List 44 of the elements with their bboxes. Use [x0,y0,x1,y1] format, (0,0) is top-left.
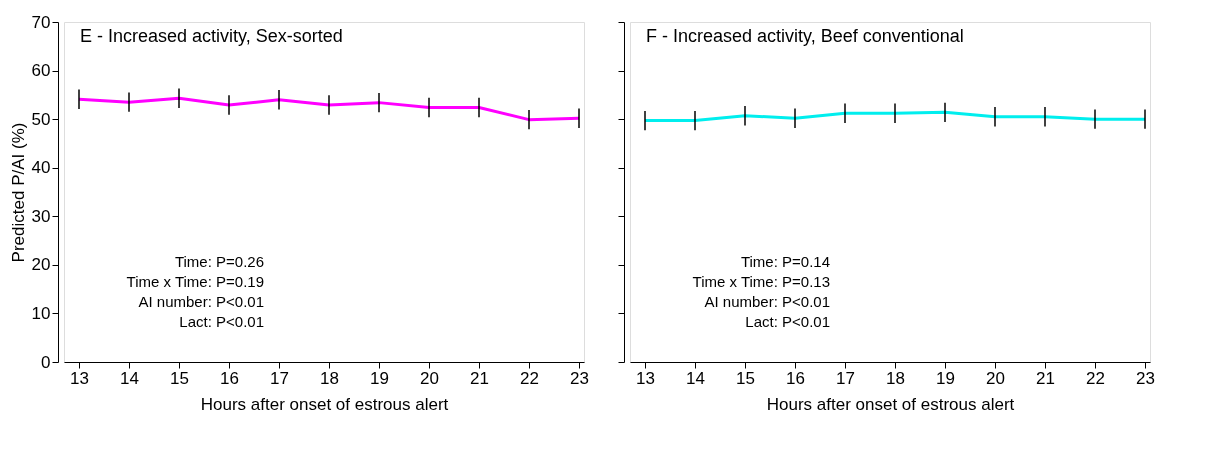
line-series [77,96,581,122]
x-tick-label: 19 [370,368,389,388]
y-tick-label: 70 [31,12,51,32]
annotation: AI number: P<0.01 [704,293,830,310]
chart-title: F - Increased activity, Beef conventional [646,26,964,46]
x-tick-label: 14 [686,368,705,388]
x-tick-label: 15 [170,368,189,388]
x-tick-label: 19 [936,368,955,388]
annotation: AI number: P<0.01 [138,293,264,310]
x-tick-label: 22 [1086,368,1105,388]
y-tick-label: 0 [41,352,51,372]
x-tick-label: 20 [420,368,439,388]
annotation: Lact: P<0.01 [745,313,830,330]
annotation: Time: P=0.14 [740,253,830,270]
x-tick-label: 20 [986,368,1005,388]
x-tick-label: 22 [520,368,539,388]
y-axis-title: Predicted P/AI (%) [8,122,28,263]
x-tick-label: 17 [836,368,855,388]
chart-title: E - Increased activity, Sex-sorted [80,26,343,46]
x-tick-label: 21 [470,368,489,388]
y-tick-label: 30 [31,206,51,226]
x-tick-label: 13 [70,368,89,388]
y-tick-label: 50 [31,109,51,129]
x-tick-label: 16 [220,368,239,388]
x-tick-label: 18 [886,368,905,388]
x-tick-label: 15 [736,368,755,388]
x-tick-label: 23 [570,368,589,388]
annotation: Lact: P<0.01 [179,313,264,330]
x-axis-title: Hours after onset of estrous alert [766,394,1015,414]
x-tick-label: 17 [270,368,289,388]
x-tick-label: 21 [1036,368,1055,388]
annotation: Time x Time: P=0.19 [126,273,264,290]
y-tick-label: 40 [31,158,51,178]
y-tick-label: 60 [31,61,51,81]
x-tick-label: 23 [1136,368,1155,388]
x-tick-label: 18 [320,368,339,388]
annotation: Time: P=0.26 [174,253,264,270]
x-tick-label: 14 [120,368,139,388]
x-tick-label: 16 [786,368,805,388]
x-axis-title: Hours after onset of estrous alert [200,394,449,414]
annotation: Time x Time: P=0.13 [692,273,830,290]
y-tick-label: 20 [31,255,51,275]
x-tick-label: 13 [636,368,655,388]
y-tick-label: 10 [31,303,51,323]
